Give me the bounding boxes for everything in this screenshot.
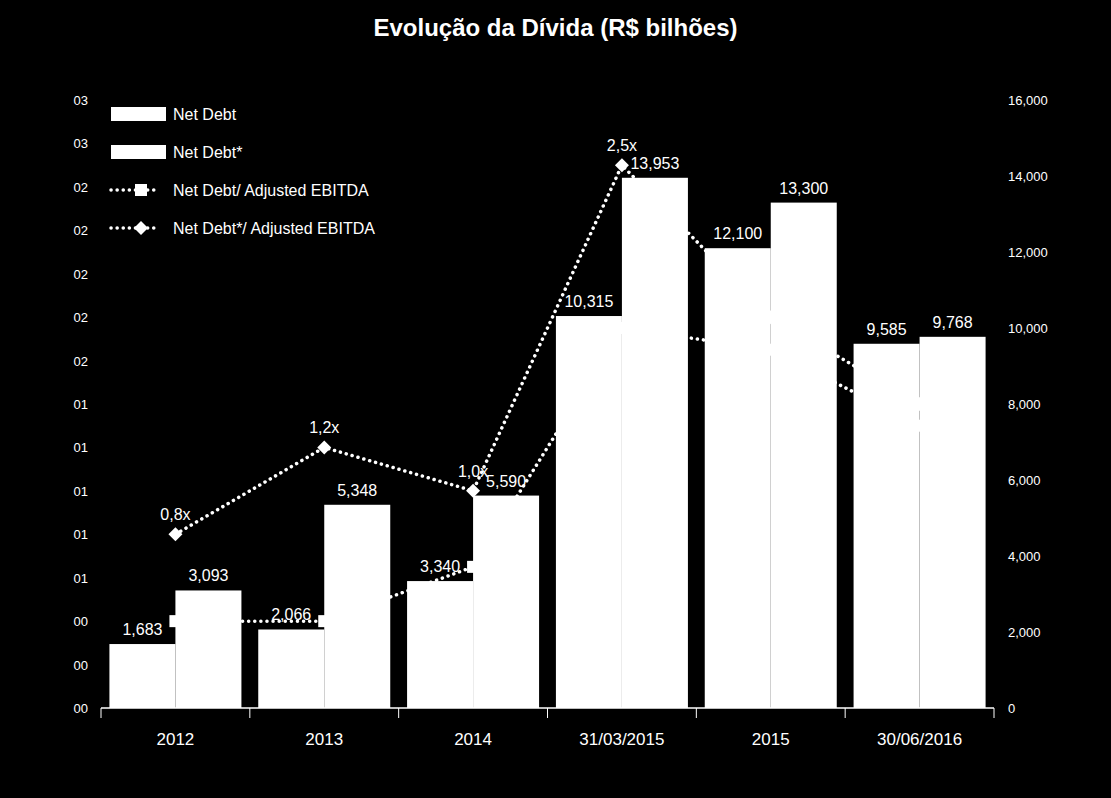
bar [407,581,473,708]
marker [615,158,629,172]
y-tick-label: 02 [74,354,88,369]
background [0,0,1111,798]
x-tick-label: 2015 [752,730,790,749]
y2-tick-label: 0 [1008,701,1015,716]
x-tick-label: 31/03/2015 [579,730,664,749]
y-tick-label: 02 [74,267,88,282]
y-tick-label: 03 [74,93,88,108]
bar [854,344,920,708]
bar [920,337,986,708]
plot-area [109,158,985,708]
category-separator [845,708,846,718]
y-tick-label: 01 [74,484,88,499]
data-label: 2,066 [271,606,311,623]
category-separator [249,708,250,718]
y2-tick-label: 4,000 [1008,549,1041,564]
bar [175,590,241,708]
y2-tick-label: 6,000 [1008,473,1041,488]
y-tick-label: 01 [74,440,88,455]
data-label: 3,093 [188,567,228,584]
category-separator [398,708,399,718]
category-separator [547,708,548,718]
y-tick-label: 01 [74,397,88,412]
x-tick-label: 2012 [157,730,195,749]
y2-tick-label: 10,000 [1008,321,1048,336]
y-tick-label: 03 [74,136,88,151]
data-label: 1,0x [458,463,488,480]
data-label: 9,768 [933,314,973,331]
legend-swatch [111,107,166,121]
data-label: 10,315 [564,293,613,310]
bar [771,203,837,708]
page: {"chart_data": {"type": "bar", "title": … [0,0,1111,798]
x-tick-label: 2013 [305,730,343,749]
bar [258,629,324,708]
legend-label: Net Debt*/ Adjusted EBITDA [173,220,375,237]
legend: Net Debt Net Debt* Net Debt/ Adjusted EBIT… [111,106,375,237]
y2-tick-label: 12,000 [1008,245,1048,260]
bar [705,248,771,708]
y-tick-label: 00 [74,614,88,629]
data-label: 9,585 [867,321,907,338]
data-label: 12,100 [713,225,762,242]
x-tick-label: 30/06/2016 [877,730,962,749]
bar [109,644,175,708]
data-label: 13,300 [779,180,828,197]
y-tick-label: 01 [74,571,88,586]
bar [324,505,390,708]
category-separator [101,708,102,718]
data-label: 1,683 [122,621,162,638]
data-label: 3,340 [420,558,460,575]
y-tick-label: 02 [74,310,88,325]
x-tick-label: 2014 [454,730,492,749]
data-label: 13,953 [630,155,679,172]
marker [168,527,182,541]
data-label: 5,348 [337,482,377,499]
legend-label: Net Debt* [173,144,242,161]
legend-marker [135,184,147,196]
y-tick-label: 02 [74,223,88,238]
chart: Evolução da Dívida (R$ bilhões)000000010… [0,0,1111,798]
bar [622,178,688,708]
data-label: 0,8x [160,506,190,523]
data-labels: 0,8x 1,2x 1,0x 2,5x 1,683 2,066 3,340 10,315 12,… [122,137,972,638]
marker [317,440,331,454]
y2-tick-label: 2,000 [1008,625,1041,640]
bar [556,316,622,708]
title: Evolução da Dívida (R$ bilhões) [373,14,737,41]
category-separator [696,708,697,718]
y2-tick-label: 16,000 [1008,93,1048,108]
y-tick-label: 01 [74,527,88,542]
legend-swatch [111,145,166,159]
y-tick-label: 02 [74,180,88,195]
data-label: 2,5x [607,137,637,154]
y-tick-label: 00 [74,701,88,716]
y2-tick-label: 8,000 [1008,397,1041,412]
data-label: 5,590 [486,473,526,490]
bar [473,496,539,708]
y2-tick-label: 14,000 [1008,169,1048,184]
category-separator [994,708,995,718]
legend-label: Net Debt/ Adjusted EBITDA [173,182,369,199]
legend-marker [134,221,148,235]
legend-label: Net Debt [173,106,237,123]
data-label: 1,2x [309,419,339,436]
y-tick-label: 00 [74,658,88,673]
